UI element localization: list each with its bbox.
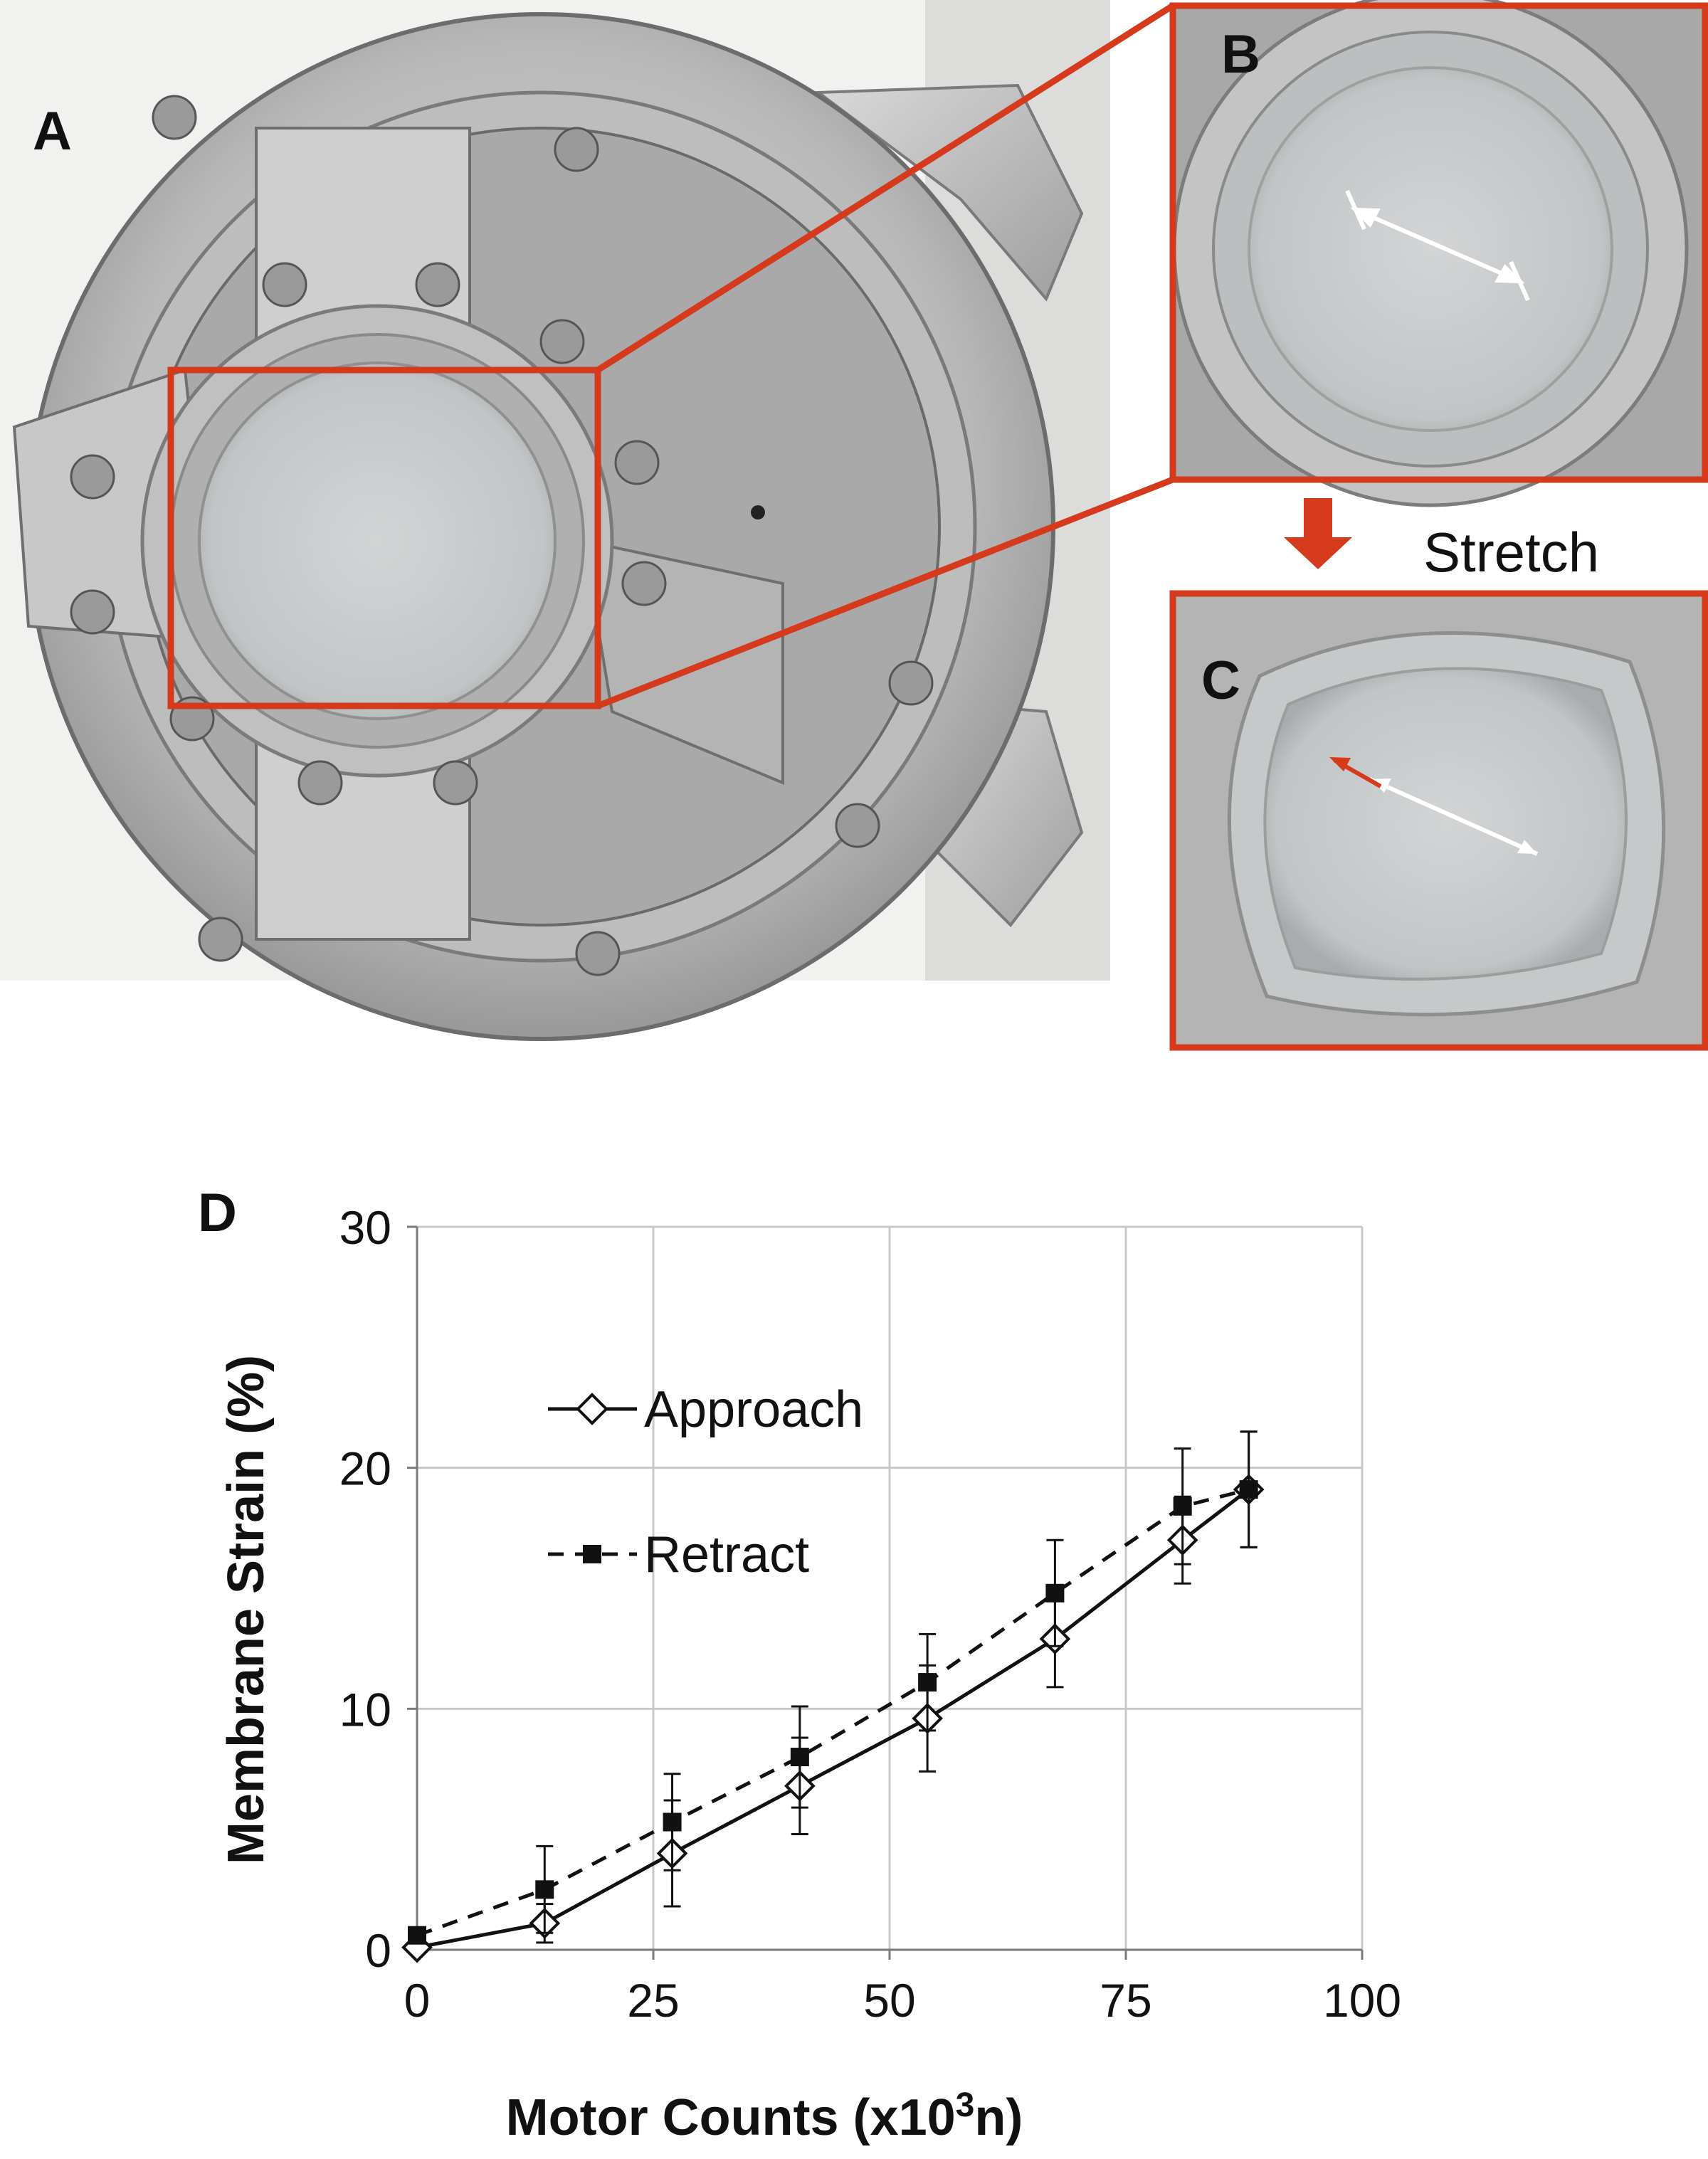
y-tick-label: 0 bbox=[365, 1924, 391, 1977]
retract-point bbox=[535, 1880, 554, 1899]
retract-point bbox=[663, 1812, 682, 1832]
legend-retract-marker bbox=[583, 1545, 601, 1563]
retract-line bbox=[416, 1487, 1250, 1938]
panel-c-distance-arrow bbox=[1329, 757, 1539, 856]
panel-b-photo bbox=[1169, 0, 1708, 507]
y-tick-label: 10 bbox=[339, 1683, 391, 1736]
legend-approach-marker bbox=[576, 1393, 608, 1425]
x-tick-label: 100 bbox=[1323, 1974, 1401, 2027]
tick-labels: 0 25 50 75 100 0 10 20 30 bbox=[339, 1201, 1401, 2027]
panel-a-label: A bbox=[33, 101, 72, 162]
retract-point bbox=[1173, 1496, 1192, 1516]
photo-panels: A B C Stretch bbox=[0, 0, 1708, 1051]
stretch-label: Stretch bbox=[1423, 521, 1599, 584]
retract-point bbox=[790, 1748, 809, 1767]
retract-point bbox=[918, 1673, 937, 1692]
strain-chart: D 0 25 50 75 100 0 10 20 30 Approach Retract Mot… bbox=[198, 1183, 1401, 2146]
x-tick-label: 25 bbox=[627, 1974, 679, 2027]
down-arrow-icon bbox=[1284, 498, 1352, 569]
x-axis-title: Motor Counts (x103n) bbox=[506, 2086, 1023, 2146]
x-tick-label: 0 bbox=[404, 1974, 431, 2027]
legend: Approach Retract bbox=[548, 1381, 863, 1583]
y-tick-label: 20 bbox=[339, 1442, 391, 1495]
panel-b-label: B bbox=[1221, 24, 1260, 85]
x-tick-label: 75 bbox=[1100, 1974, 1151, 2027]
retract-point bbox=[408, 1926, 426, 1945]
legend-approach-label: Approach bbox=[644, 1381, 863, 1438]
panel-a-photo bbox=[0, 0, 1110, 1041]
y-axis-title: Membrane Strain (%) bbox=[218, 1355, 275, 1864]
legend-retract-label: Retract bbox=[644, 1526, 809, 1583]
retract-point bbox=[1045, 1583, 1065, 1603]
retract-point bbox=[1239, 1480, 1258, 1499]
series-approach bbox=[401, 1430, 1265, 1963]
axes bbox=[407, 1225, 1364, 1960]
grid bbox=[417, 1225, 1364, 1950]
panel-d-label: D bbox=[198, 1183, 237, 1243]
x-tick-label: 50 bbox=[863, 1974, 915, 2027]
panel-b-distance-arrow bbox=[1345, 189, 1530, 302]
x-axis-title-superscript: 3 bbox=[956, 2086, 975, 2124]
series bbox=[401, 1430, 1265, 1963]
zoom-box bbox=[167, 3, 1175, 709]
panel-c-photo bbox=[1169, 590, 1708, 1051]
approach-line bbox=[416, 1488, 1250, 1950]
panel-c-label: C bbox=[1201, 650, 1240, 711]
y-tick-label: 30 bbox=[339, 1201, 391, 1254]
series-retract bbox=[408, 1430, 1258, 1945]
